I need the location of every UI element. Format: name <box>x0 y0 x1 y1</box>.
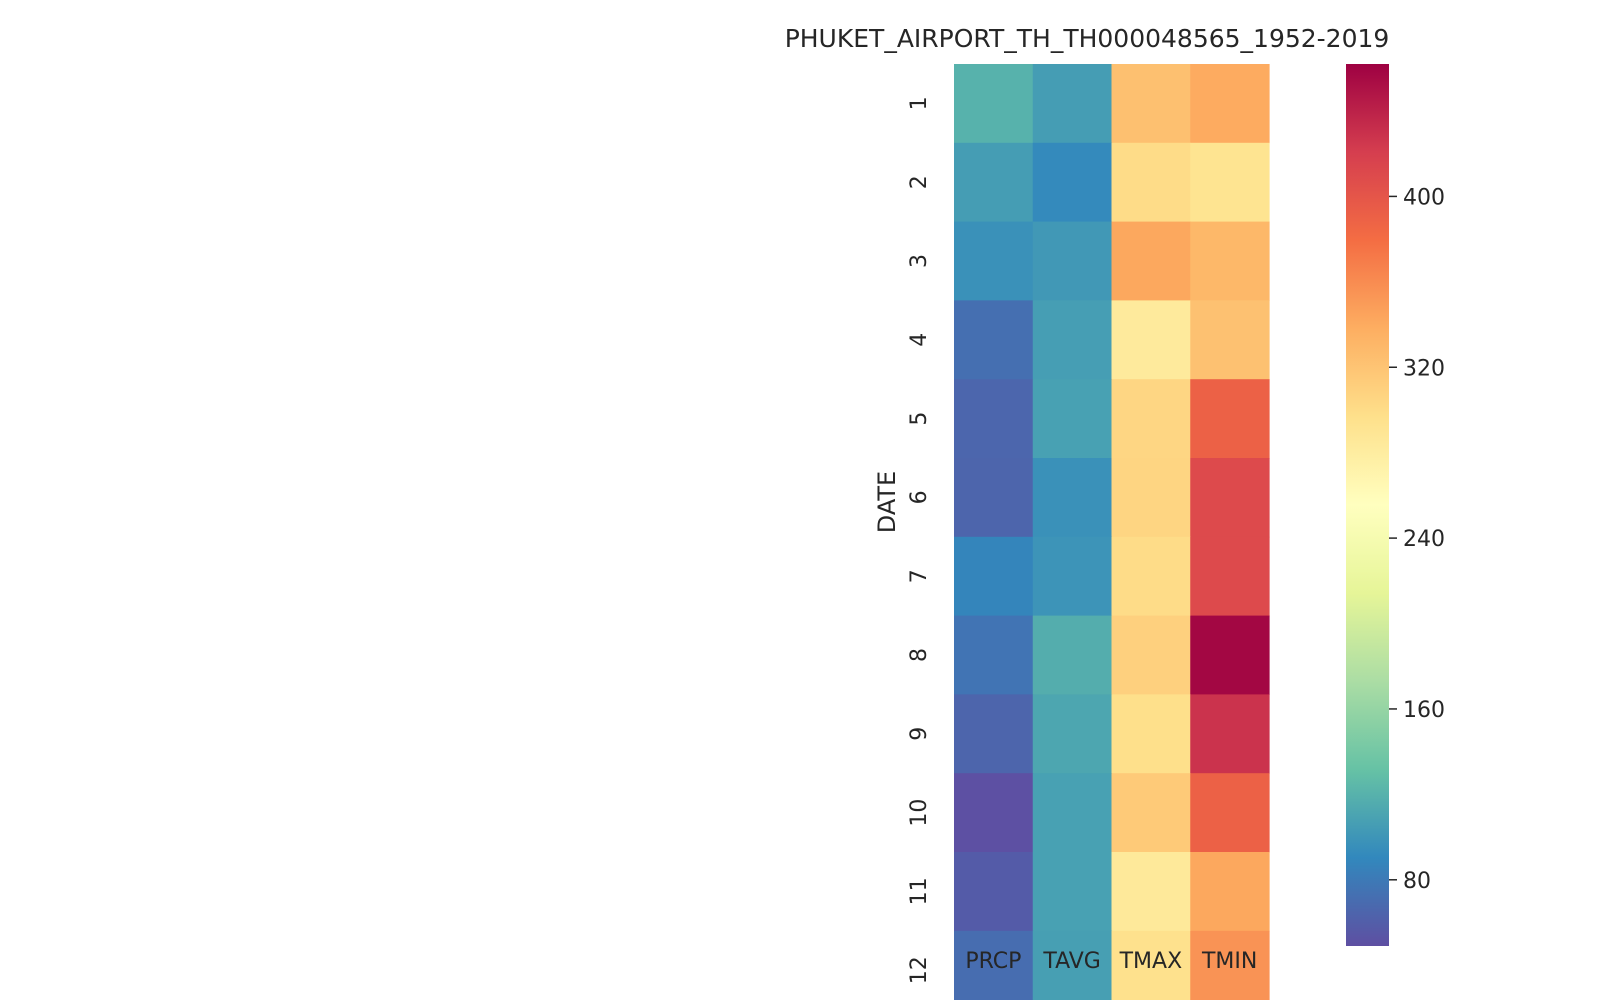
heatmap-cell-10-tmax <box>1111 773 1191 853</box>
heatmap-cell-4-tmin <box>1190 300 1270 380</box>
row-tick-label: 5 <box>907 412 932 426</box>
heatmap-cell-1-prcp <box>954 64 1034 144</box>
heatmap-cell-9-prcp <box>954 694 1034 774</box>
heatmap-cell-3-tmax <box>1111 221 1191 301</box>
heatmap-cell-11-tmin <box>1190 852 1270 932</box>
heatmap-cell-3-prcp <box>954 221 1034 301</box>
row-tick-label: 11 <box>907 877 932 905</box>
heatmap-cell-12-tmax <box>1111 930 1191 1000</box>
heatmap-cell-7-prcp <box>954 536 1034 617</box>
column-tick-label: TMIN <box>1201 949 1257 974</box>
heatmap-cell-4-tmax <box>1111 300 1191 380</box>
heatmap-cell-4-prcp <box>954 300 1034 380</box>
heatmap-cell-4-tavg <box>1032 300 1113 380</box>
heatmap-cell-2-tavg <box>1032 142 1113 223</box>
row-tick-label: 7 <box>907 569 932 583</box>
heatmap-cell-6-tmax <box>1111 458 1191 538</box>
heatmap-cell-2-prcp <box>954 142 1034 223</box>
heatmap-cell-2-tmax <box>1111 142 1191 223</box>
heatmap-cells <box>954 64 1270 1000</box>
heatmap-cell-8-tavg <box>1032 615 1113 695</box>
heatmap-cell-6-tavg <box>1032 458 1113 538</box>
heatmap-cell-9-tmin <box>1190 694 1270 774</box>
colorbar-tick-label: 240 <box>1403 527 1445 552</box>
column-tick-label: TAVG <box>1042 949 1100 974</box>
heatmap-cell-12-prcp <box>954 930 1034 1000</box>
heatmap-cell-5-tmax <box>1111 379 1191 459</box>
colorbar-tick-label: 80 <box>1403 869 1431 894</box>
heatmap-cell-6-tmin <box>1190 458 1270 538</box>
heatmap-cell-8-tmax <box>1111 615 1191 695</box>
heatmap-cell-10-tmin <box>1190 773 1270 853</box>
row-tick-label: 4 <box>907 333 932 347</box>
row-tick-label: 2 <box>907 175 932 189</box>
heatmap-cell-12-tavg <box>1032 930 1113 1000</box>
y-axis-label: DATE <box>873 471 901 533</box>
heatmap-cell-10-tavg <box>1032 773 1113 853</box>
heatmap-cell-11-tavg <box>1032 852 1113 932</box>
heatmap-cell-9-tavg <box>1032 694 1113 774</box>
heatmap-cell-5-tavg <box>1032 379 1113 459</box>
heatmap-cell-8-tmin <box>1190 615 1270 695</box>
heatmap-cell-1-tavg <box>1032 64 1113 144</box>
colorbar-tick-label: 320 <box>1403 356 1445 381</box>
heatmap-cell-3-tmin <box>1190 221 1270 301</box>
heatmap-cell-5-tmin <box>1190 379 1270 459</box>
colorbar-gradient <box>1346 64 1389 946</box>
row-tick-label: 1 <box>907 96 932 110</box>
heatmap-cell-7-tmin <box>1190 536 1270 617</box>
heatmap-cell-6-prcp <box>954 458 1034 538</box>
heatmap-cell-7-tmax <box>1111 536 1191 617</box>
column-tick-label: PRCP <box>965 949 1021 974</box>
column-tick-labels: PRCP TAVG TMAX TMIN <box>965 949 1257 974</box>
heatmap-cell-11-tmax <box>1111 852 1191 932</box>
heatmap-cell-12-tmin <box>1190 930 1270 1000</box>
chart-title: PHUKET_AIRPORT_TH_TH000048565_1952-2019 <box>785 24 1390 53</box>
row-tick-label: 6 <box>907 490 932 504</box>
heatmap-cell-8-prcp <box>954 615 1034 695</box>
row-tick-label: 3 <box>907 254 932 268</box>
heatmap-cell-9-tmax <box>1111 694 1191 774</box>
heatmap-cell-3-tavg <box>1032 221 1113 301</box>
heatmap-cell-10-prcp <box>954 773 1034 853</box>
column-tick-label: TMAX <box>1119 949 1183 974</box>
heatmap-cell-1-tmin <box>1190 64 1270 144</box>
row-tick-label: 10 <box>907 799 932 827</box>
heatmap-cell-5-prcp <box>954 379 1034 459</box>
colorbar: 80 160 240 320 400 <box>1346 64 1445 946</box>
heatmap-cell-7-tavg <box>1032 536 1113 617</box>
heatmap-cell-1-tmax <box>1111 64 1191 144</box>
heatmap-cell-2-tmin <box>1190 142 1270 223</box>
row-tick-label: 12 <box>907 956 932 984</box>
colorbar-tick-label: 400 <box>1403 185 1445 210</box>
heatmap-cell-11-prcp <box>954 852 1034 932</box>
colorbar-tick-label: 160 <box>1403 698 1445 723</box>
row-tick-label: 8 <box>907 648 932 662</box>
row-tick-label: 9 <box>907 727 932 741</box>
